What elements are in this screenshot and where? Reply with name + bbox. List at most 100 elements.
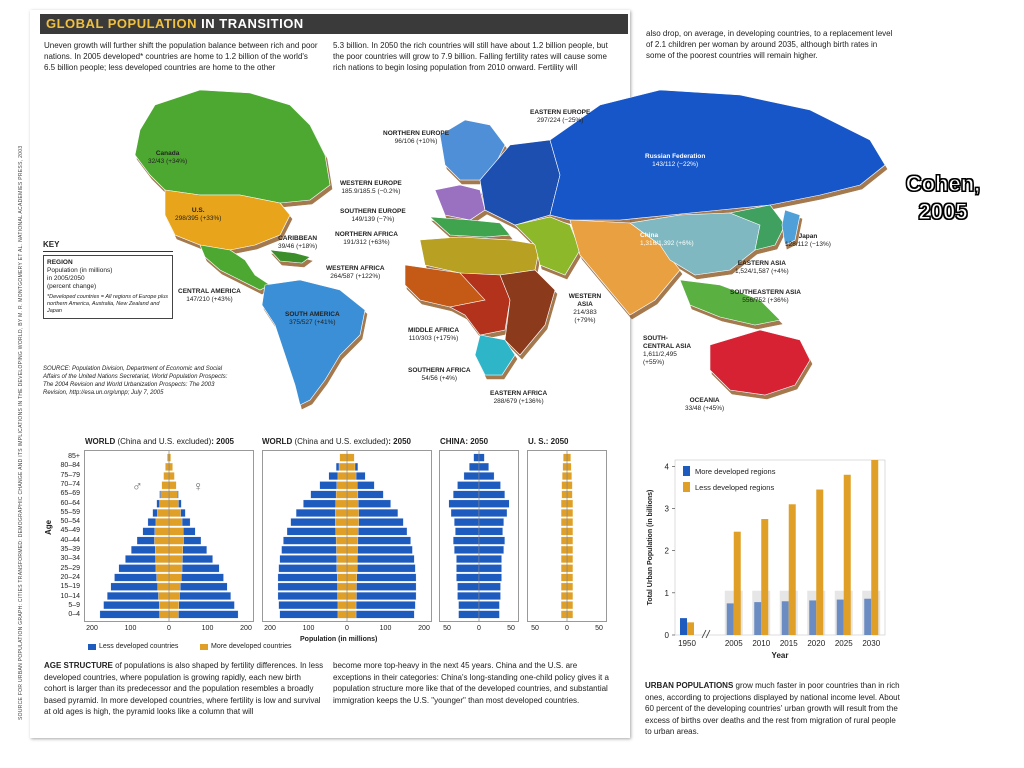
pyramid-bar-more-r bbox=[346, 508, 359, 517]
pyramid-bar-more-l bbox=[160, 490, 170, 499]
pyramid-bar-less-r bbox=[478, 453, 485, 462]
pyramid-x-tick: 50 bbox=[595, 625, 603, 632]
label-china: China 1,316/1,392 (+6%) bbox=[640, 232, 694, 247]
urban-y-axis-title: Total Urban Population (in billions) bbox=[647, 490, 654, 606]
pyramid-bar-more-l bbox=[560, 582, 568, 591]
pyramid-bar-more-r bbox=[566, 545, 574, 554]
pyramid-bar-more-l bbox=[562, 462, 568, 471]
pyramid-bar-less-r bbox=[478, 462, 489, 471]
world-map: Canada 32/43 (+34%) U.S. 298/395 (+33%) CA… bbox=[40, 85, 890, 430]
pyramid-bar-more-l bbox=[335, 508, 348, 517]
title-part2: IN TRANSITION bbox=[197, 16, 304, 31]
pyramid-bar-less-l bbox=[456, 564, 480, 573]
pyramid-x-tick: 200 bbox=[240, 625, 252, 632]
pyramid-bar-more-l bbox=[336, 564, 348, 573]
title-part1: GLOBAL POPULATION bbox=[46, 16, 198, 31]
pyramid-x-tick: 100 bbox=[124, 625, 137, 632]
pyramid-x-tick: 100 bbox=[379, 625, 392, 632]
label-japan: Japan 128/112 (−13%) bbox=[785, 233, 831, 248]
pyramid-svg bbox=[277, 451, 417, 621]
urban-x-tick-label: 1950 bbox=[678, 639, 696, 648]
urban-x-axis-title: Year bbox=[772, 651, 789, 660]
age-label: 0–4 bbox=[68, 611, 80, 619]
region-oceania bbox=[709, 329, 811, 396]
label-canada: Canada 32/43 (+34%) bbox=[148, 150, 188, 165]
source-note: SOURCE: Population Division, Department … bbox=[43, 366, 228, 396]
pyramid-bar-less-r bbox=[478, 508, 508, 517]
pyramid-bar-more-l bbox=[335, 527, 348, 536]
pyramid-bar-less-r bbox=[478, 536, 505, 545]
pyramid-bar-less-l bbox=[458, 601, 480, 610]
pyramid-svg bbox=[99, 451, 239, 621]
pyramid-bar-less-l bbox=[453, 490, 480, 499]
pyramid-legend-less: Less developed countries bbox=[88, 643, 178, 650]
pyramid-bar-more-r bbox=[346, 573, 357, 582]
pyramid-bar-more-l bbox=[560, 499, 568, 508]
urban-x-tick-label: 2020 bbox=[807, 639, 825, 648]
age-label: 80–84 bbox=[60, 462, 80, 470]
urban-y-tick-label: 2 bbox=[665, 547, 670, 556]
age-label: 25–29 bbox=[60, 564, 80, 572]
pyramid-title-2: WORLD (China and U.S. excluded): 2050 bbox=[262, 437, 411, 446]
pyramid-x-tick: 0 bbox=[477, 625, 481, 632]
pyramid-bar-less-r bbox=[346, 610, 415, 619]
pyramid-bar-more-r bbox=[566, 573, 574, 582]
pyramid-legend-more: More developed countries bbox=[200, 643, 292, 650]
region-western-asia bbox=[514, 216, 581, 276]
pyramid-bar-more-r bbox=[346, 555, 358, 564]
pyramid-title-3: CHINA: 2050 bbox=[440, 437, 489, 446]
urban-bar-less bbox=[687, 622, 694, 635]
urban-bar-more bbox=[836, 599, 844, 635]
pyramid-bar-more-l bbox=[157, 508, 170, 517]
pyramid-bar-more-l bbox=[560, 601, 568, 610]
region-south-america bbox=[261, 279, 366, 406]
urban-bar-more bbox=[781, 601, 789, 635]
pyramid-bar-more-r bbox=[168, 518, 183, 527]
pyramid-bar-more-r bbox=[566, 601, 574, 610]
age-label: 70–74 bbox=[60, 480, 80, 488]
label-northern-europe: NORTHERN EUROPE 96/106 (+10%) bbox=[383, 130, 450, 145]
pyramid-bar-more-r bbox=[346, 462, 356, 471]
page-title: GLOBAL POPULATION IN TRANSITION bbox=[40, 14, 628, 34]
pyramid-bar-less-l bbox=[277, 591, 348, 600]
pyramid-panel-us-2050 bbox=[527, 450, 607, 622]
urban-y-tick-label: 1 bbox=[665, 589, 670, 598]
legend-swatch-more bbox=[200, 643, 208, 650]
pyramid-bar-more-r bbox=[566, 462, 572, 471]
pyramid-svg bbox=[448, 451, 510, 621]
pyramid-bar-more-l bbox=[336, 545, 348, 554]
pyramid-bar-more-l bbox=[155, 518, 170, 527]
pyramid-bar-more-l bbox=[337, 610, 348, 619]
pyramid-bar-more-l bbox=[335, 490, 348, 499]
pyramid-bar-less-l bbox=[99, 610, 170, 619]
pyramid-panel-world-2050 bbox=[262, 450, 432, 622]
pyramid-bar-more-l bbox=[560, 555, 568, 564]
pyramid-bar-more-l bbox=[562, 472, 568, 481]
pyramid-x-tick: 200 bbox=[418, 625, 430, 632]
pyramid-bar-less-r bbox=[478, 481, 501, 490]
pyramid-bar-more-l bbox=[337, 472, 348, 481]
pyramid-bar-more-l bbox=[560, 536, 568, 545]
pyramid-bar-more-r bbox=[168, 610, 179, 619]
pyramid-bar-more-l bbox=[167, 453, 170, 462]
pyramid-bar-more-r bbox=[346, 527, 359, 536]
pyramid-bar-more-r bbox=[566, 499, 574, 508]
pyramid-x-tick: 50 bbox=[507, 625, 515, 632]
age-label: 65–69 bbox=[60, 490, 80, 498]
region-eastern-asia bbox=[728, 204, 786, 251]
urban-x-tick-label: 2030 bbox=[862, 639, 880, 648]
pyramid-bar-less-r bbox=[346, 573, 417, 582]
pyramid-bar-more-r bbox=[346, 601, 357, 610]
region-canada bbox=[134, 89, 331, 204]
intro-col-1: Uneven growth will further shift the pop… bbox=[44, 41, 318, 72]
pyramid-bar-more-r bbox=[566, 582, 574, 591]
pyramid-bar-less-l bbox=[456, 555, 480, 564]
urban-axis-break bbox=[705, 629, 711, 639]
intro-col-2: 5.3 billion. In 2050 the rich countries … bbox=[333, 41, 608, 72]
pyramid-bar-more-r bbox=[346, 518, 359, 527]
pyramid-x-tick: 0 bbox=[167, 625, 171, 632]
pyramid-bar-less-r bbox=[478, 601, 500, 610]
label-eastern-africa: EASTERN AFRICA 288/679 (+136%) bbox=[490, 390, 548, 405]
pyramid-bar-more-r bbox=[566, 527, 574, 536]
label-south-america: SOUTH AMERICA 375/527 (+41%) bbox=[285, 311, 340, 326]
